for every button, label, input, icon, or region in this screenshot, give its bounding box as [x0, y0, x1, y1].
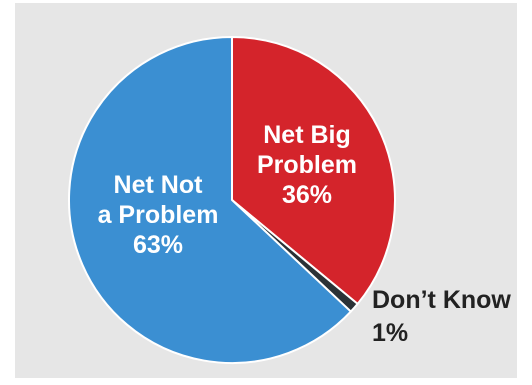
slice-label-don-t-know: Don’t Know 1%	[372, 286, 511, 347]
slice-value-label: 36%	[282, 181, 332, 209]
slice-name-label: Net Not	[114, 171, 204, 199]
slice-name-label: Don’t Know	[372, 286, 511, 314]
slice-name-label: a Problem	[98, 201, 219, 229]
pie-slice-net-big-problem	[231, 36, 396, 305]
slice-label-net-not-a-problem: Net Not a Problem 63%	[98, 171, 219, 259]
pie-slice-net-not-a-problem	[68, 36, 352, 364]
pie-labels: Net Big Problem 36% Don’t Know 1% Net Not a Pr…	[98, 121, 512, 347]
slice-value-label: 1%	[372, 319, 408, 347]
slice-label-net-big-problem: Net Big Problem 36%	[257, 121, 357, 209]
slice-value-label: 63%	[133, 231, 183, 259]
slice-name-label: Net Big	[263, 121, 351, 149]
pie-slices	[68, 36, 396, 364]
slice-name-label: Problem	[257, 151, 357, 179]
